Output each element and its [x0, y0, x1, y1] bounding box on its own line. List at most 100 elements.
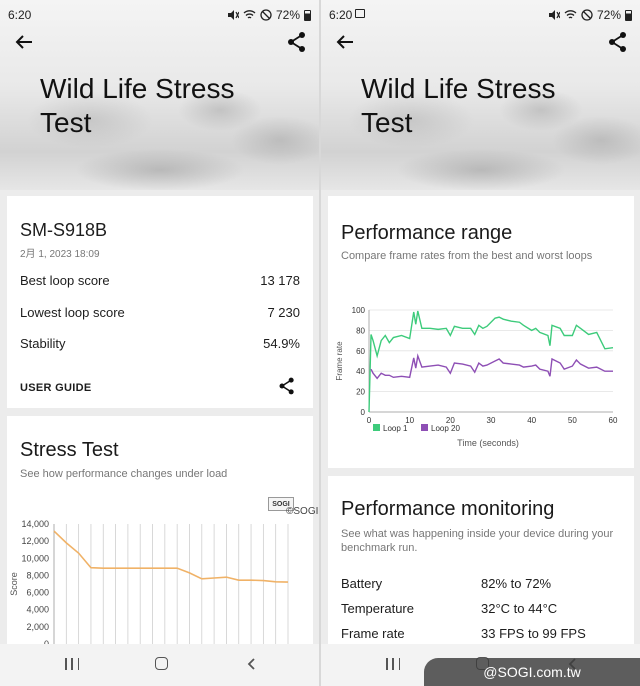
performance-monitoring-subtitle: See what was happening inside your devic… [341, 528, 614, 554]
x-tick-label: 30 [487, 416, 496, 425]
x-tick-label: 10 [405, 416, 414, 425]
performance-range-card: Performance range Compare frame rates fr… [328, 196, 634, 468]
y-tick-label: 0 [361, 408, 366, 417]
performance-monitoring-title: Performance monitoring [341, 498, 555, 520]
y-tick-label: 12,000 [21, 536, 49, 546]
temperature-value: 32°C to 44°C [481, 601, 558, 616]
watermark-text: ©SOGI.com.tw [286, 506, 319, 517]
status-bar: 6:20 72% [0, 0, 319, 30]
device-score-card: SM-S918B 2月 1, 2023 18:09 Best loop scor… [7, 196, 313, 408]
status-bar: 6:20 72% [321, 0, 640, 30]
best-loop-label: Best loop score [20, 273, 110, 288]
nav-bar: @SOGI.com.tw [321, 644, 640, 686]
stress-test-title: Stress Test [20, 439, 119, 461]
frame-rate-value: 33 FPS to 99 FPS [481, 626, 586, 641]
status-time: 6:20 [8, 8, 32, 22]
x-axis-label: Time (seconds) [457, 438, 519, 448]
right-screen: 6:20 72% Wild Life Stress Test Performan… [321, 0, 640, 686]
legend-swatch [421, 424, 428, 431]
y-axis-label: Frame rate [335, 341, 344, 381]
do-not-disturb-icon [260, 9, 272, 21]
stability-value: 54.9% [263, 336, 300, 351]
loop-1-line [368, 310, 614, 413]
do-not-disturb-icon [581, 9, 593, 21]
y-tick-label: 100 [352, 306, 366, 315]
home-icon[interactable] [155, 657, 168, 670]
frame-rate-chart: 100 80 60 40 20 00 10 20 30 40 50 60 Frame rate Loop … [335, 306, 618, 448]
page-title: Wild Life Stress Test [40, 73, 235, 138]
mute-icon [548, 10, 560, 20]
lowest-loop-value: 7 230 [267, 305, 300, 320]
y-tick-label: 40 [356, 367, 365, 376]
x-tick-label: 50 [568, 416, 577, 425]
best-loop-value: 13 178 [260, 273, 300, 288]
nav-bar [0, 644, 319, 686]
left-screen: 6:20 72% Wild Life Stress Test SM-S918B … [0, 0, 319, 686]
wifi-icon [243, 10, 256, 19]
battery-percent: 72% [596, 8, 621, 22]
recent-apps-icon[interactable] [65, 658, 79, 670]
gallery-notification-icon [355, 9, 365, 18]
sogi-logo: SOGI [268, 497, 294, 511]
temperature-label: Temperature [341, 601, 414, 616]
y-tick-label: 14,000 [21, 519, 49, 529]
performance-range-subtitle: Compare frame rates from the best and wo… [341, 250, 593, 262]
status-time: 6:20 [329, 8, 353, 22]
wifi-icon [564, 10, 577, 19]
lowest-loop-row: Lowest loop score 7 230 [20, 305, 300, 320]
battery-row: Battery 82% to 72% [341, 576, 621, 591]
legend-label: Loop 20 [431, 424, 460, 433]
stress-test-subtitle: See how performance changes under load [20, 468, 228, 480]
temperature-row: Temperature 32°C to 44°C [341, 601, 621, 616]
performance-range-title: Performance range [341, 222, 513, 244]
x-tick-label: 20 [446, 416, 455, 425]
y-tick-label: 80 [356, 326, 365, 335]
back-arrow-icon[interactable] [12, 30, 36, 54]
y-tick-label: 20 [356, 388, 365, 397]
stability-row: Stability 54.9% [20, 336, 300, 351]
run-date: 2月 1, 2023 18:09 [20, 249, 100, 260]
stability-label: Stability [20, 336, 66, 351]
x-tick-label: 0 [367, 416, 372, 425]
watermark-badge: @SOGI.com.tw [424, 658, 640, 686]
x-tick-label: 60 [609, 416, 618, 425]
screen-divider [319, 0, 321, 686]
score-chart: 14,00012,00010,0008,0006,0004,0002,0000S… [9, 519, 289, 649]
y-tick-label: 6,000 [26, 588, 49, 598]
x-tick-label: 40 [527, 416, 536, 425]
score-series-line [53, 530, 289, 583]
status-icons: 72% [227, 8, 311, 22]
stress-test-card: Stress Test See how performance changes … [7, 416, 313, 656]
y-tick-label: 10,000 [21, 553, 49, 563]
loop-20-line [370, 353, 613, 380]
y-tick-label: 2,000 [26, 622, 49, 632]
share-icon[interactable] [606, 30, 630, 54]
share-result-icon[interactable] [277, 376, 297, 396]
y-tick-label: 60 [356, 347, 365, 356]
recent-apps-icon[interactable] [386, 658, 400, 670]
back-arrow-icon[interactable] [333, 30, 357, 54]
y-axis-label: Score [9, 572, 19, 596]
y-tick-label: 8,000 [26, 570, 49, 580]
legend-label: Loop 1 [383, 424, 408, 433]
best-loop-row: Best loop score 13 178 [20, 273, 300, 288]
battery-icon [304, 9, 311, 21]
mute-icon [227, 10, 239, 20]
y-tick-label: 4,000 [26, 605, 49, 615]
legend-swatch [373, 424, 380, 431]
user-guide-link[interactable]: USER GUIDE [20, 382, 92, 394]
battery-icon [625, 9, 632, 21]
hero-banner [0, 0, 319, 190]
page-title: Wild Life Stress Test [361, 73, 556, 138]
battery-label: Battery [341, 576, 383, 591]
performance-monitoring-card: Performance monitoring See what was happ… [328, 476, 634, 656]
frame-rate-row: Frame rate 33 FPS to 99 FPS [341, 626, 621, 641]
status-icons: 72% [548, 8, 632, 22]
hero-banner [321, 0, 640, 190]
share-icon[interactable] [285, 30, 309, 54]
lowest-loop-label: Lowest loop score [20, 305, 125, 320]
frame-rate-label: Frame rate [341, 626, 405, 641]
battery-value: 82% to 72% [481, 576, 552, 591]
nav-back-icon[interactable] [245, 657, 259, 671]
battery-percent: 72% [275, 8, 300, 22]
